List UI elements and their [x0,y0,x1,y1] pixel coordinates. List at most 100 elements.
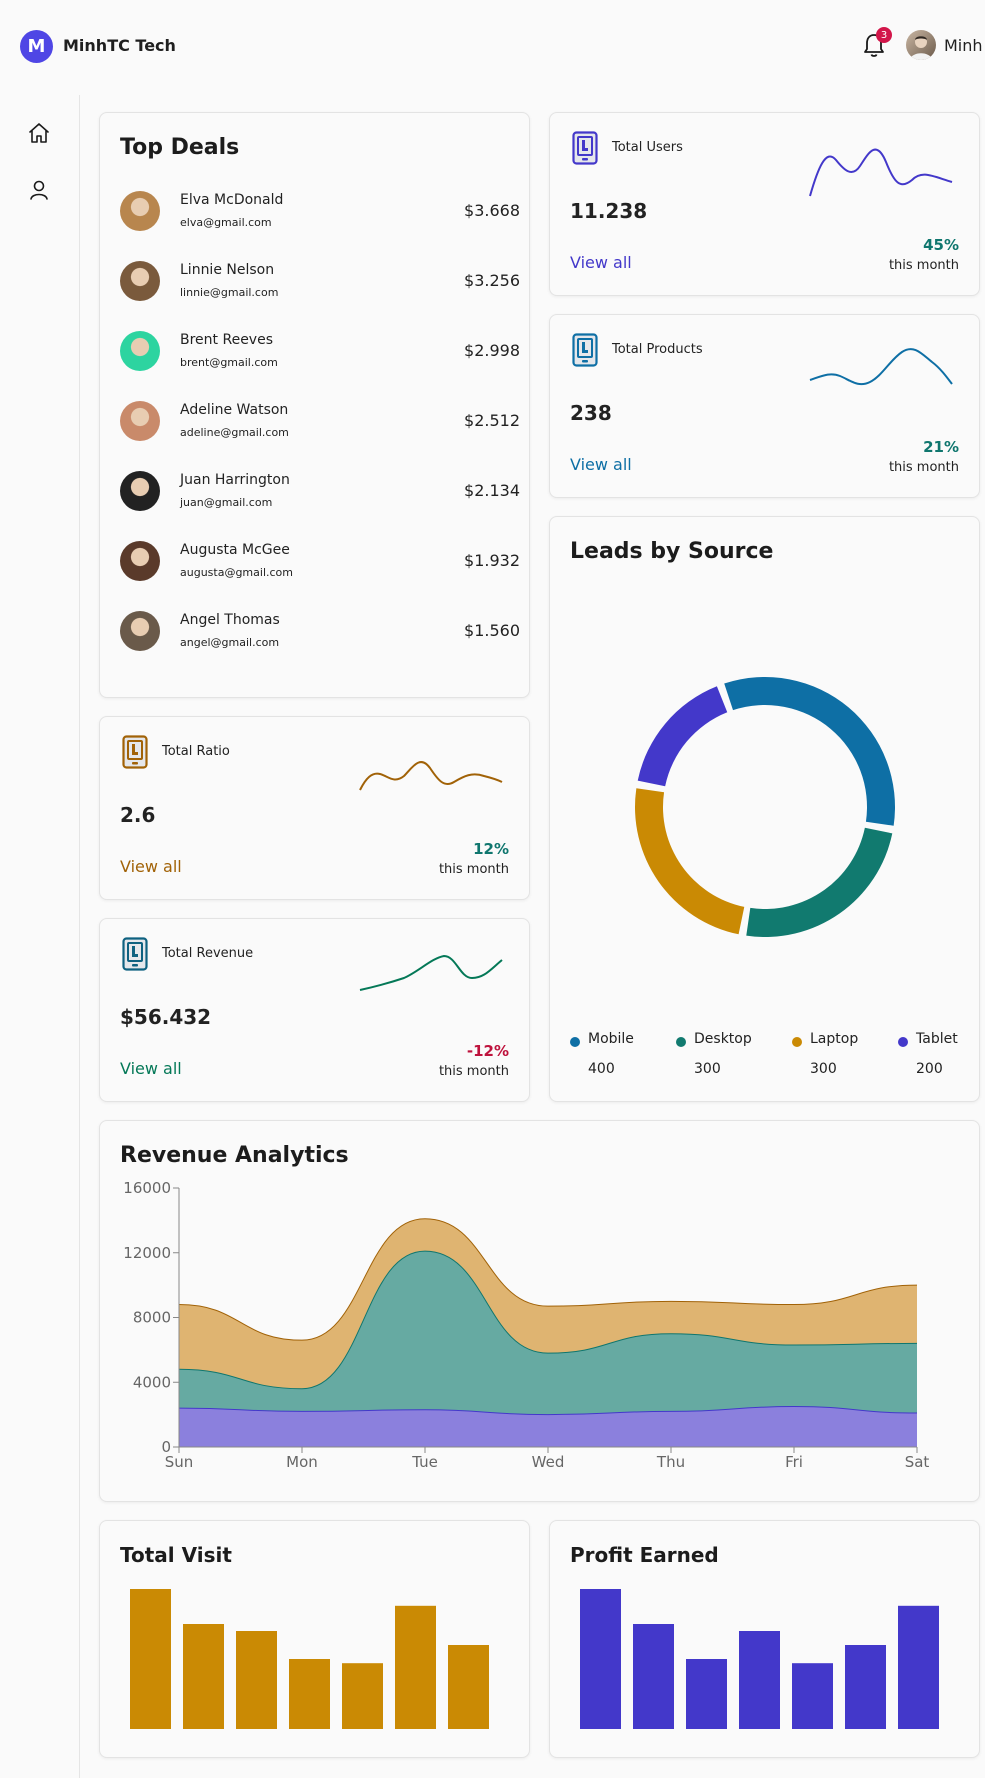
leads-title: Leads by Source [570,539,774,564]
total-visit-bar-chart [130,1589,489,1729]
avatar [120,541,160,581]
deal-row[interactable]: Linnie Nelson linnie@gmail.com $3.256 [120,261,520,305]
user-icon[interactable] [27,178,51,202]
total-users-card: Total Users 11.238 View all 45% this mon… [549,112,980,296]
deal-name: Juan Harrington [180,472,290,488]
bar[interactable] [236,1631,277,1729]
bar[interactable] [183,1624,224,1729]
stat-value: 2.6 [120,803,156,827]
stat-label: Total Revenue [162,946,254,961]
donut-slice-desktop[interactable] [725,820,913,951]
avatar [120,261,160,301]
ratio-sparkline [359,761,503,791]
deal-row[interactable]: Elva McDonald elva@gmail.com $3.668 [120,191,520,235]
deal-email: augusta@gmail.com [180,566,293,579]
deal-name: Brent Reeves [180,332,273,348]
legend-value: 200 [916,1061,943,1077]
profit-earned-card: Profit Earned [549,1520,980,1758]
y-tick-label: 0 [161,1438,171,1456]
top-deals-title: Top Deals [120,135,240,160]
bar[interactable] [395,1605,436,1729]
logo-icon[interactable]: M [20,30,53,63]
view-all-link[interactable]: View all [570,455,632,474]
total-visit-card: Total Visit [99,1520,530,1758]
deal-name: Angel Thomas [180,612,280,628]
percent-change: 45% [923,236,959,254]
deal-email: angel@gmail.com [180,636,280,649]
revenue-analytics-title: Revenue Analytics [120,1143,349,1168]
y-tick-label: 16000 [123,1179,171,1197]
legend-dot [898,1037,908,1047]
avatar [120,471,160,511]
percent-change: 12% [473,840,509,858]
total-products-card: Total Products 238 View all 21% this mon… [549,314,980,498]
avatar [120,401,160,441]
deal-email: elva@gmail.com [180,216,272,229]
deal-row[interactable]: Augusta McGee augusta@gmail.com $1.932 [120,541,520,585]
bar[interactable] [686,1659,727,1729]
deal-row[interactable]: Juan Harrington juan@gmail.com $2.134 [120,471,520,515]
top-bar: M MinhTC Tech 3 Minh [0,0,985,95]
period-label: this month [438,862,509,877]
area-line-1 [178,1250,918,1390]
legend-label: Mobile [588,1031,634,1047]
x-tick-label: Sat [905,1453,930,1471]
leads-donut-chart [617,640,913,955]
home-icon[interactable] [27,121,51,145]
deal-name: Adeline Watson [180,402,289,418]
sidebar [0,95,80,1778]
area-series-2 [179,1218,917,1389]
bar[interactable] [342,1663,383,1729]
view-all-link[interactable]: View all [570,253,632,272]
phone-icon [572,131,598,165]
view-all-link[interactable]: View all [120,857,182,876]
deal-amount: $1.932 [464,551,520,570]
period-label: this month [438,1064,509,1079]
period-label: this month [888,460,959,475]
phone-icon [122,937,148,971]
notification-badge: 3 [876,27,892,43]
revenue-sparkline [359,954,503,991]
deal-email: juan@gmail.com [180,496,273,509]
user-name[interactable]: Minh [944,36,983,55]
donut-slice-tablet[interactable] [617,686,744,794]
bar[interactable] [792,1663,833,1729]
bar[interactable] [130,1589,171,1729]
deal-row[interactable]: Adeline Watson adeline@gmail.com $2.512 [120,401,520,445]
view-all-link[interactable]: View all [120,1059,182,1078]
bar[interactable] [448,1645,489,1729]
percent-change: -12% [466,1042,509,1060]
bar[interactable] [580,1589,621,1729]
deal-name: Augusta McGee [180,542,290,558]
bar[interactable] [289,1659,330,1729]
phone-icon [122,735,148,769]
revenue-analytics-card: Revenue Analytics 0 4000 8000 12000 16000 Sun… [99,1120,980,1502]
deal-amount: $2.998 [464,341,520,360]
x-tick-label: Sun [165,1453,194,1471]
bar[interactable] [633,1624,674,1729]
avatar [120,611,160,651]
deal-amount: $3.256 [464,271,520,290]
legend-value: 300 [694,1061,721,1077]
deal-amount: $3.668 [464,201,520,220]
x-tick-label: Tue [411,1453,438,1471]
deal-row[interactable]: Angel Thomas angel@gmail.com $1.560 [120,611,520,655]
donut-slice-laptop[interactable] [622,767,753,955]
donut-slice-mobile[interactable] [723,640,908,863]
deal-row[interactable]: Brent Reeves brent@gmail.com $2.998 [120,331,520,375]
y-tick-label: 8000 [133,1309,171,1327]
x-tick-label: Wed [532,1453,565,1471]
profit-earned-title: Profit Earned [570,1543,719,1567]
bar[interactable] [898,1605,939,1729]
legend-label: Laptop [810,1031,859,1047]
profit-earned-bar-chart [580,1589,939,1729]
percent-change: 21% [923,438,959,456]
bar[interactable] [845,1645,886,1729]
y-tick-label: 4000 [133,1373,171,1391]
y-tick-label: 12000 [123,1244,171,1262]
area-line-0 [178,1406,918,1416]
user-avatar[interactable] [906,30,936,60]
bar[interactable] [739,1631,780,1729]
area-line-2 [178,1218,918,1341]
stat-value: 238 [570,401,612,425]
